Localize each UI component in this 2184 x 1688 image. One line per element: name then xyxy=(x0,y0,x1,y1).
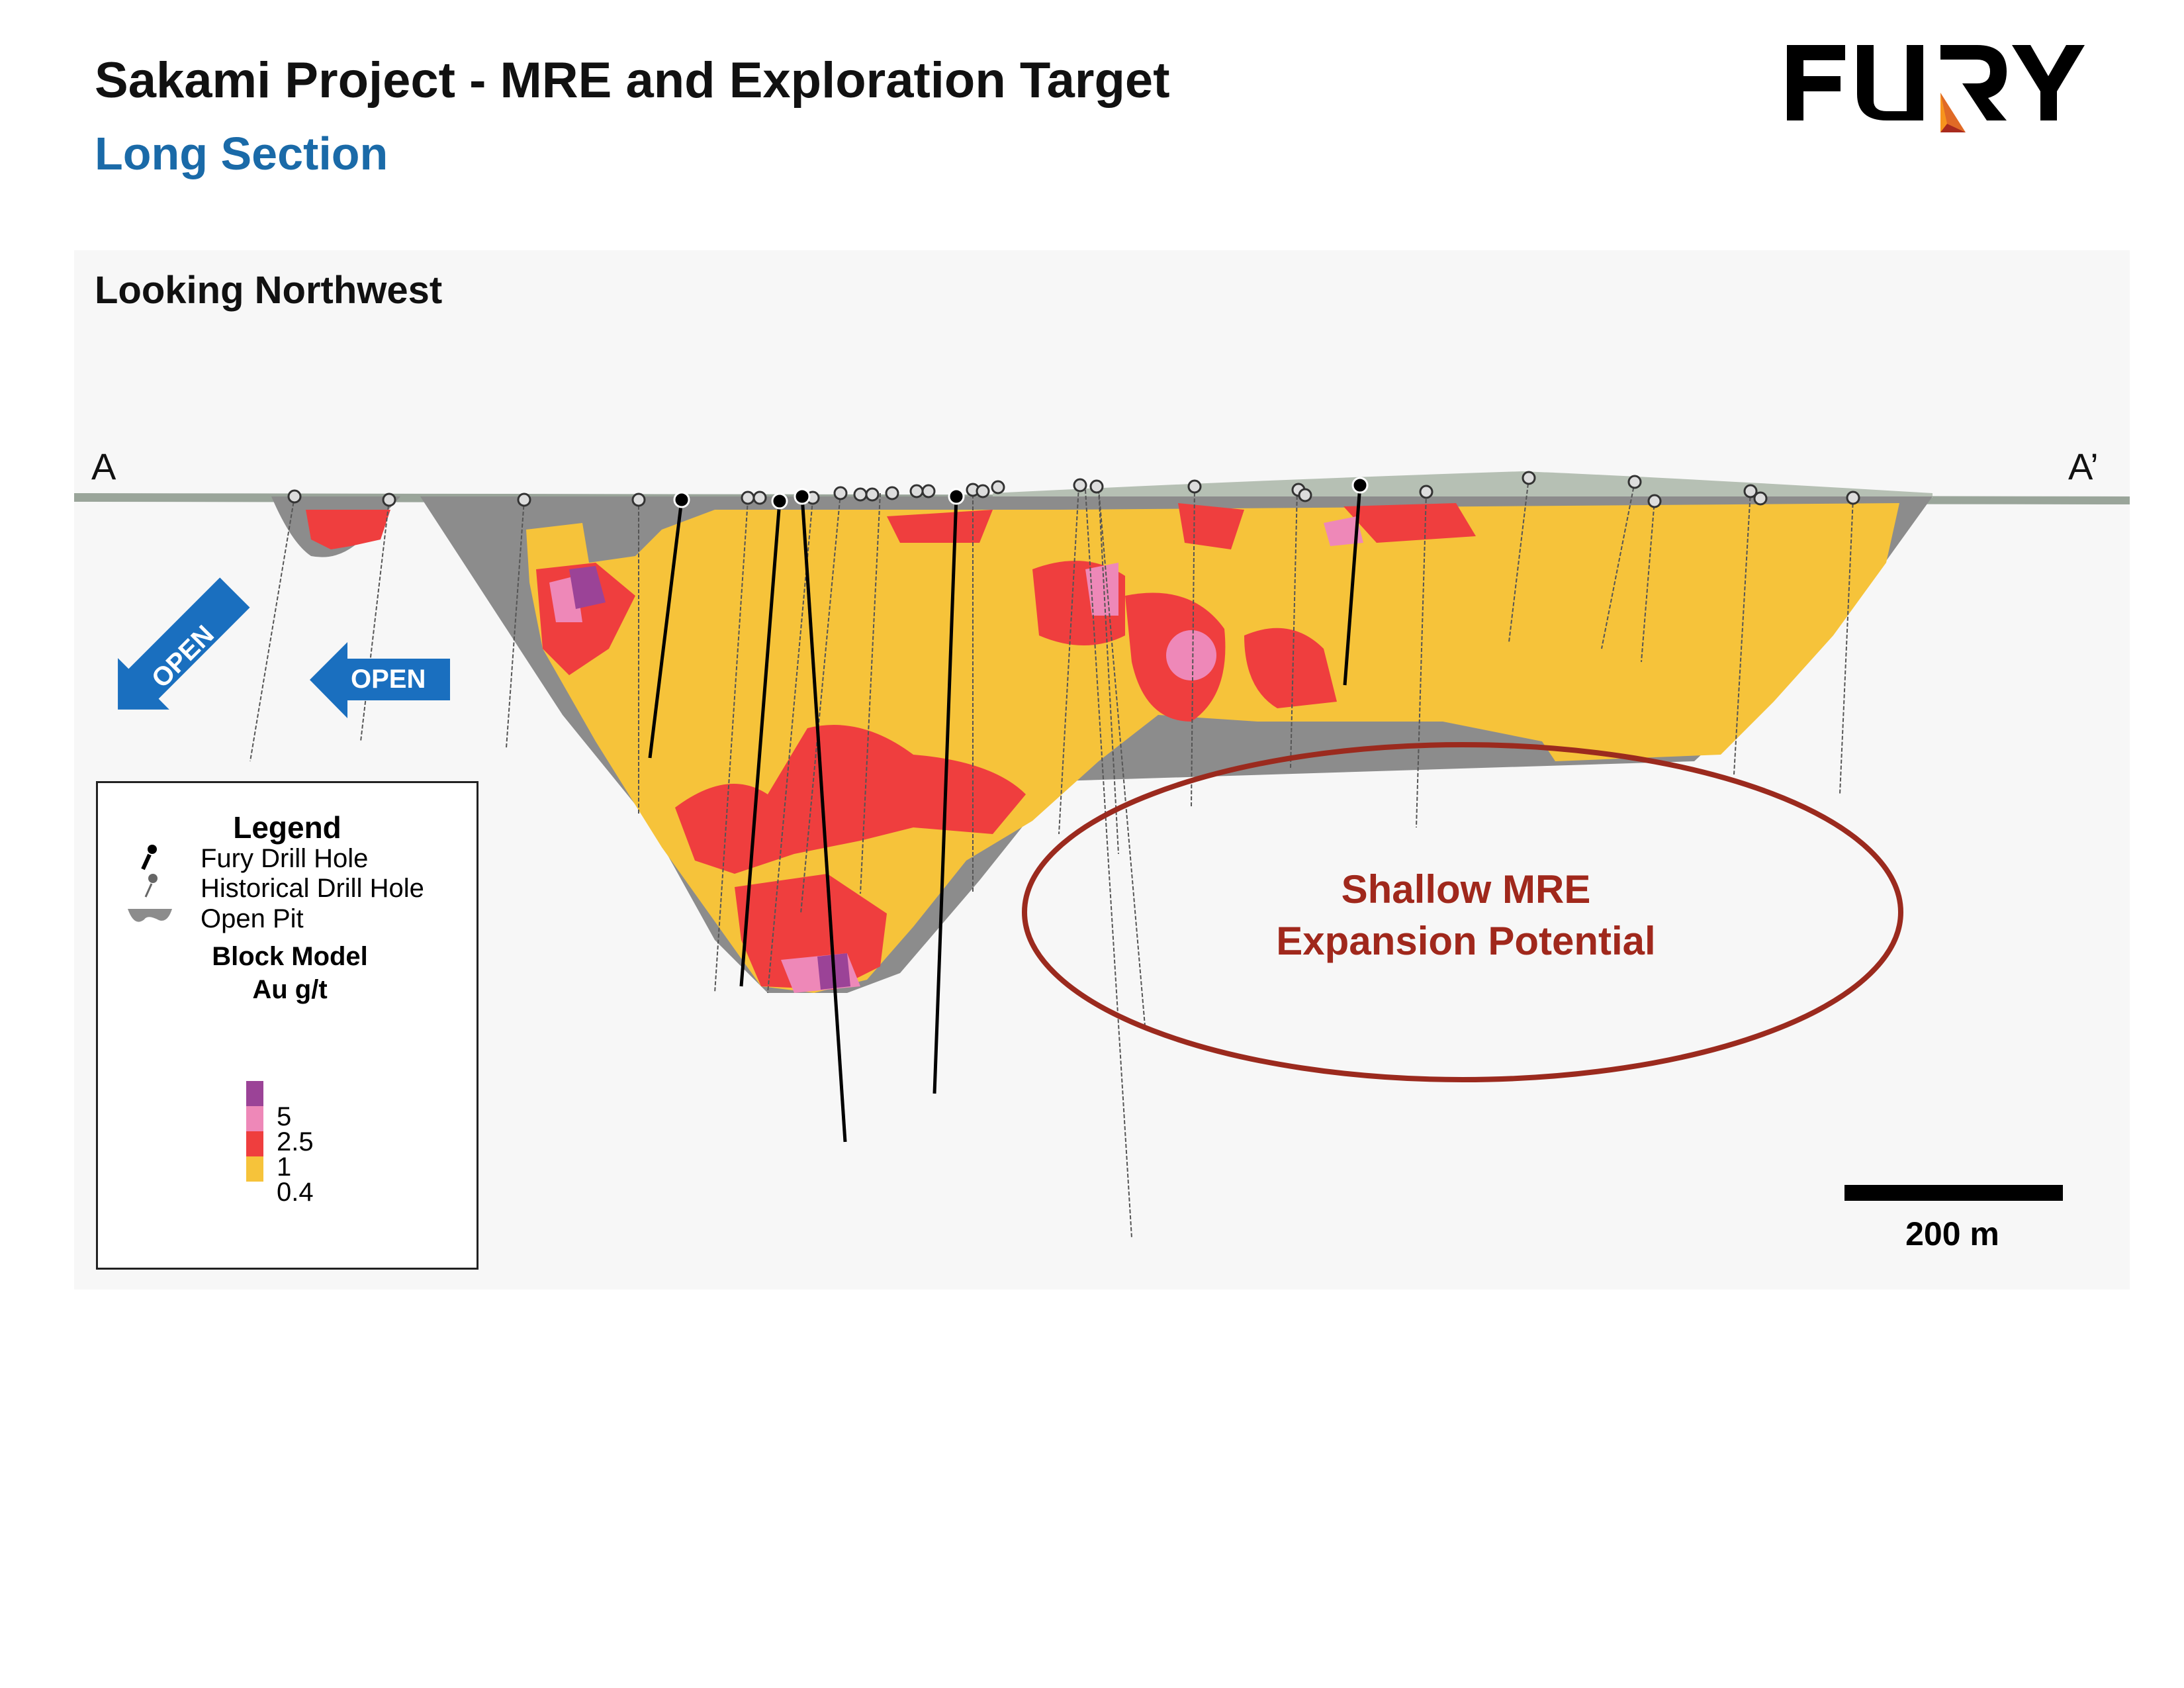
annotation-line-1: Shallow MRE xyxy=(1341,867,1591,912)
legend-block-model-title: Block Model xyxy=(212,942,368,971)
grade-label: 5 xyxy=(277,1102,292,1131)
block-model-main xyxy=(526,503,1899,993)
fury-logo xyxy=(1787,45,2085,132)
legend-item-historical: Historical Drill Hole xyxy=(201,874,424,903)
open-arrow-down-left xyxy=(118,577,250,710)
block-model-west xyxy=(306,510,390,549)
section-end-label: A’ xyxy=(2068,445,2099,487)
fury-drill-hole-icon xyxy=(141,845,157,870)
section-start-label: A xyxy=(91,445,116,487)
annotation-line-2: Expansion Potential xyxy=(1276,919,1656,963)
page-title: Sakami Project - MRE and Exploration Tar… xyxy=(95,52,1170,109)
expansion-annotation: Shallow MRE Expansion Potential xyxy=(1201,864,1731,967)
grade-color-ramp xyxy=(246,1081,263,1182)
historical-collars xyxy=(287,471,1860,508)
historical-drill-holes xyxy=(250,477,1854,1239)
legend-block-model-unit: Au g/t xyxy=(252,975,328,1004)
grade-zones-pink xyxy=(549,516,1363,993)
grade-swatch-1 xyxy=(246,1131,263,1156)
grade-label: 2.5 xyxy=(277,1127,314,1156)
scale-bar-label: 200 m xyxy=(1905,1215,1999,1252)
view-direction-label: Looking Northwest xyxy=(95,269,443,312)
open-arrow-left xyxy=(310,642,450,718)
grade-label: 1 xyxy=(277,1152,292,1182)
legend-item-fury: Fury Drill Hole xyxy=(201,844,369,873)
fury-drill-holes xyxy=(648,485,1362,1143)
historical-drill-hole-icon xyxy=(144,874,158,898)
legend-icons xyxy=(128,845,172,922)
open-label-2: OPEN xyxy=(351,665,426,694)
fury-collars xyxy=(673,477,1369,510)
scale-bar xyxy=(1844,1185,2063,1201)
page-subtitle: Long Section xyxy=(95,128,388,179)
open-pit-icon xyxy=(128,909,172,922)
grade-swatch-5 xyxy=(246,1081,263,1106)
grade-swatch-2-5 xyxy=(246,1106,263,1131)
legend-title: Legend xyxy=(233,810,341,845)
legend-item-pit: Open Pit xyxy=(201,904,304,933)
grade-label: 0.4 xyxy=(277,1178,314,1207)
grade-swatch-0-4 xyxy=(246,1156,263,1182)
expansion-potential-ellipse xyxy=(1022,742,1903,1082)
legend: Legend Fury Drill Hole Historical Drill … xyxy=(96,781,478,1270)
